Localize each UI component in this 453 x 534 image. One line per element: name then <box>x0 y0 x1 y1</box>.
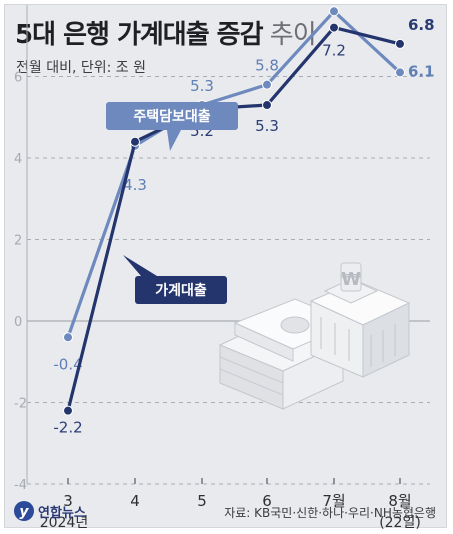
data-label: 5.8 <box>255 57 279 75</box>
data-label: 5.3 <box>190 77 214 95</box>
svg-text:y: y <box>19 504 29 520</box>
data-label: 5.3 <box>255 117 279 135</box>
x-tick-label: 7월 <box>322 492 345 510</box>
callout-box <box>135 276 227 304</box>
x-tick-label: 8월 <box>388 492 411 510</box>
data-label: -0.4 <box>53 355 82 373</box>
data-label: -2.2 <box>53 419 82 437</box>
data-label: 4.3 <box>123 176 147 194</box>
series-name-label: 주택담보대출 <box>133 108 210 125</box>
x-tick-sublabel: 2024년 <box>40 515 89 529</box>
svg-text:₩: ₩ <box>341 269 361 290</box>
y-tick-label: -4 <box>14 478 27 493</box>
logo-text: 연합뉴스 <box>38 505 86 521</box>
data-point <box>63 332 73 343</box>
data-point <box>262 79 272 90</box>
callout-box <box>106 102 238 130</box>
callout-pointer <box>123 255 157 276</box>
chart-container: 5대 은행 가계대출 증감 추이 전월 대비, 단위: 조 원 ₩ <box>4 4 447 530</box>
source-note: 자료: KB국민·신한·하나·우리·NH농협은행 <box>224 506 436 520</box>
title-main: 5대 은행 가계대출 증감 <box>15 20 264 50</box>
x-tick-label: 3 <box>63 492 73 510</box>
bank-building-and-cash-icon: ₩ <box>218 262 411 410</box>
x-tick-label: 6 <box>262 492 272 510</box>
data-point <box>395 67 405 78</box>
data-point <box>130 136 140 147</box>
data-label: 6.1 <box>408 62 435 80</box>
data-point <box>262 100 272 111</box>
x-tick-label: 4 <box>130 492 140 510</box>
callout-pointer <box>167 130 181 151</box>
y-tick-label: 2 <box>14 234 22 249</box>
x-tick-sublabel: (22일) <box>379 515 421 529</box>
series-name-label: 가계대출 <box>155 282 207 299</box>
gridlines <box>26 5 430 485</box>
yonhap-logo: y 연합뉴스 <box>13 500 86 522</box>
y-tick-label: 0 <box>14 315 22 330</box>
data-label: 6.8 <box>408 16 435 34</box>
y-tick-label: 4 <box>14 152 22 167</box>
x-tick-label: 5 <box>197 492 207 510</box>
data-point <box>329 22 339 33</box>
series-line <box>66 9 402 338</box>
data-point <box>329 6 339 17</box>
yonhap-logo-icon: y <box>14 501 34 521</box>
chart-title: 5대 은행 가계대출 증감 추이 <box>15 14 317 51</box>
data-point <box>63 405 73 416</box>
chart-subtitle: 전월 대비, 단위: 조 원 <box>16 60 147 76</box>
data-point <box>395 38 405 49</box>
y-tick-label: -2 <box>14 397 27 412</box>
data-label: 7.2 <box>322 42 346 60</box>
title-suffix: 추이 <box>262 20 317 50</box>
y-tick-label: 6 <box>14 71 22 86</box>
